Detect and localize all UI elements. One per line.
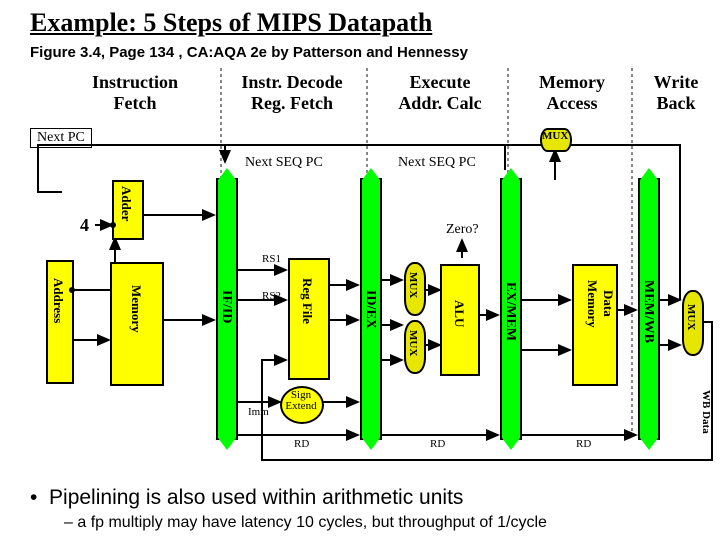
next-seq-pc-2: Next SEQ PC (398, 155, 476, 171)
stage-ex: Execute Addr. Calc (380, 72, 500, 113)
stage-wb-l1: Write (654, 72, 699, 92)
rd-label-2: RD (430, 438, 445, 450)
pipe-idex-label: ID/EX (362, 290, 378, 329)
regfile-label: Reg File (299, 278, 315, 324)
rs1-label: RS1 (262, 253, 281, 265)
alu-label: ALU (451, 300, 467, 327)
stage-id-l2: Reg. Fetch (251, 93, 333, 113)
diagram-root: Example: 5 Steps of MIPS Datapath Figure… (0, 0, 720, 540)
bullet-sub: – a fp multiply may have latency 10 cycl… (64, 514, 547, 532)
stage-mem-l2: Access (547, 93, 598, 113)
dmem-label: Data Memory (584, 280, 616, 328)
next-pc-label: Next PC (30, 128, 92, 148)
stage-wb: Write Back (636, 72, 716, 113)
imm-label: Imm (248, 406, 269, 418)
stage-wb-l2: Back (656, 93, 695, 113)
const-4: 4 (80, 215, 89, 236)
alu-mux-a-label: MUX (407, 272, 419, 298)
stage-if: Instruction Fetch (70, 72, 200, 113)
stage-id-l1: Instr. Decode (241, 72, 342, 92)
stage-mem-l1: Memory (539, 72, 605, 92)
junction-dot (110, 222, 116, 228)
alu-mux-b-label: MUX (407, 330, 419, 356)
bullet-main-text: Pipelining is also used within arithmeti… (49, 486, 463, 509)
wb-mux-label: MUX (685, 304, 697, 330)
adder-label: Adder (118, 186, 134, 221)
address-label: Address (50, 278, 66, 323)
stage-if-l1: Instruction (92, 72, 178, 92)
stage-id: Instr. Decode Reg. Fetch (222, 72, 362, 113)
rd-label-3: RD (576, 438, 591, 450)
figure-caption: Figure 3.4, Page 134 , CA:AQA 2e by Patt… (30, 44, 468, 61)
bullet-main: • Pipelining is also used within arithme… (30, 486, 463, 510)
stage-if-l2: Fetch (114, 93, 157, 113)
zero-label: Zero? (446, 222, 479, 238)
stage-mem: Memory Access (522, 72, 622, 113)
wbdata-label: WB Data (700, 390, 712, 434)
rs2-label: RS2 (262, 290, 281, 302)
junction-dot (69, 287, 75, 293)
pipe-memwb-label: MEM/WB (640, 280, 656, 343)
next-seq-pc-1: Next SEQ PC (245, 155, 323, 171)
rd-label-1: RD (294, 438, 309, 450)
pipe-exmem-label: EX/MEM (502, 282, 518, 341)
sign-extend-label: Sign Extend (284, 390, 318, 412)
imem-label: Memory (128, 285, 144, 333)
nextpc-mux-label: MUX (542, 130, 568, 142)
stage-ex-l2: Addr. Calc (398, 93, 481, 113)
pipe-ifid-label: IF/ID (218, 290, 234, 323)
page-title: Example: 5 Steps of MIPS Datapath (30, 8, 432, 38)
stage-ex-l1: Execute (410, 72, 471, 92)
